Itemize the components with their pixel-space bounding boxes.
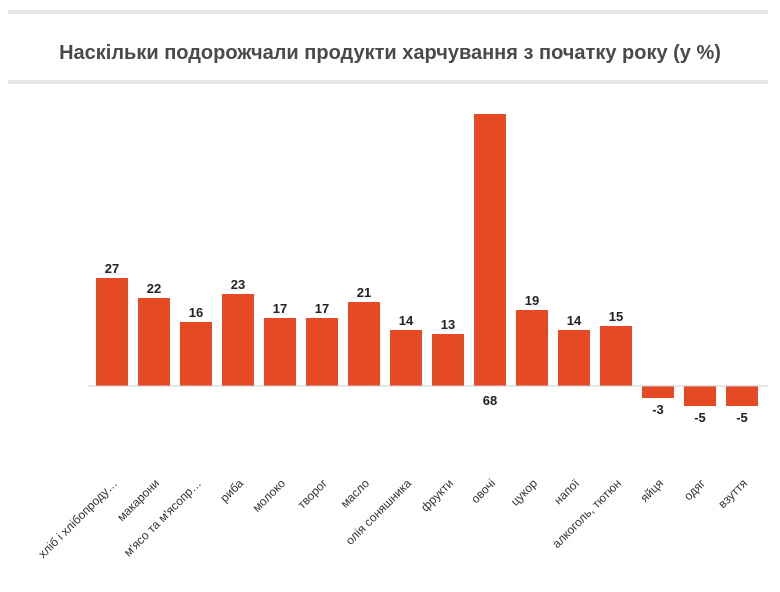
- bar-value-label: 15: [609, 309, 623, 324]
- bar-value-label: 13: [441, 317, 455, 332]
- bar: [96, 278, 128, 386]
- bar-value-label: 17: [315, 301, 329, 316]
- bar-value-label: 14: [399, 313, 414, 328]
- bar-value-label: 27: [105, 261, 119, 276]
- bar-value-label: 17: [273, 301, 287, 316]
- category-label: одяг: [681, 476, 709, 504]
- category-label: взуття: [715, 476, 750, 511]
- category-label: овочі: [468, 476, 498, 506]
- category-label: м'ясо та м'ясопр…: [121, 476, 204, 559]
- bar: [600, 326, 632, 386]
- bars-group: [96, 114, 758, 406]
- bar: [222, 294, 254, 386]
- top-rule: [8, 10, 768, 14]
- category-label: цукор: [508, 476, 540, 508]
- bar-value-label: 68: [483, 393, 497, 408]
- bar: [390, 330, 422, 386]
- bar: [642, 386, 674, 398]
- bar-value-label: -5: [694, 410, 706, 425]
- bar: [516, 310, 548, 386]
- bar: [432, 334, 464, 386]
- bar-value-label: 22: [147, 281, 161, 296]
- title-separator: [8, 80, 768, 84]
- bar-value-label: 21: [357, 285, 371, 300]
- category-label: напої: [551, 476, 582, 507]
- bar-value-label: -3: [652, 402, 664, 417]
- chart-title: Наскільки подорожчали продукти харчуванн…: [59, 42, 721, 64]
- category-label: риба: [217, 476, 246, 505]
- bar-value-label: 14: [567, 313, 582, 328]
- category-label: хліб і хлібопроду…: [35, 476, 120, 561]
- bar: [684, 386, 716, 406]
- bar: [558, 330, 590, 386]
- bar: [474, 114, 506, 386]
- category-label: творог: [295, 476, 331, 512]
- bar: [138, 298, 170, 386]
- bar: [348, 302, 380, 386]
- category-label: молоко: [250, 476, 289, 515]
- bar: [306, 318, 338, 386]
- category-label: фрукти: [418, 476, 456, 514]
- bar-value-label: -5: [736, 410, 748, 425]
- bar-value-label: 16: [189, 305, 203, 320]
- bar: [180, 322, 212, 386]
- category-label: яйця: [637, 476, 666, 505]
- bar-value-label: 23: [231, 277, 245, 292]
- value-labels-group: 27 22 16 23 17 17 21 14 13 68 19 14 15 -3 -5 -5: [105, 261, 748, 425]
- bar: [726, 386, 758, 406]
- bar: [264, 318, 296, 386]
- category-label: масло: [338, 476, 373, 511]
- bar-value-label: 19: [525, 293, 539, 308]
